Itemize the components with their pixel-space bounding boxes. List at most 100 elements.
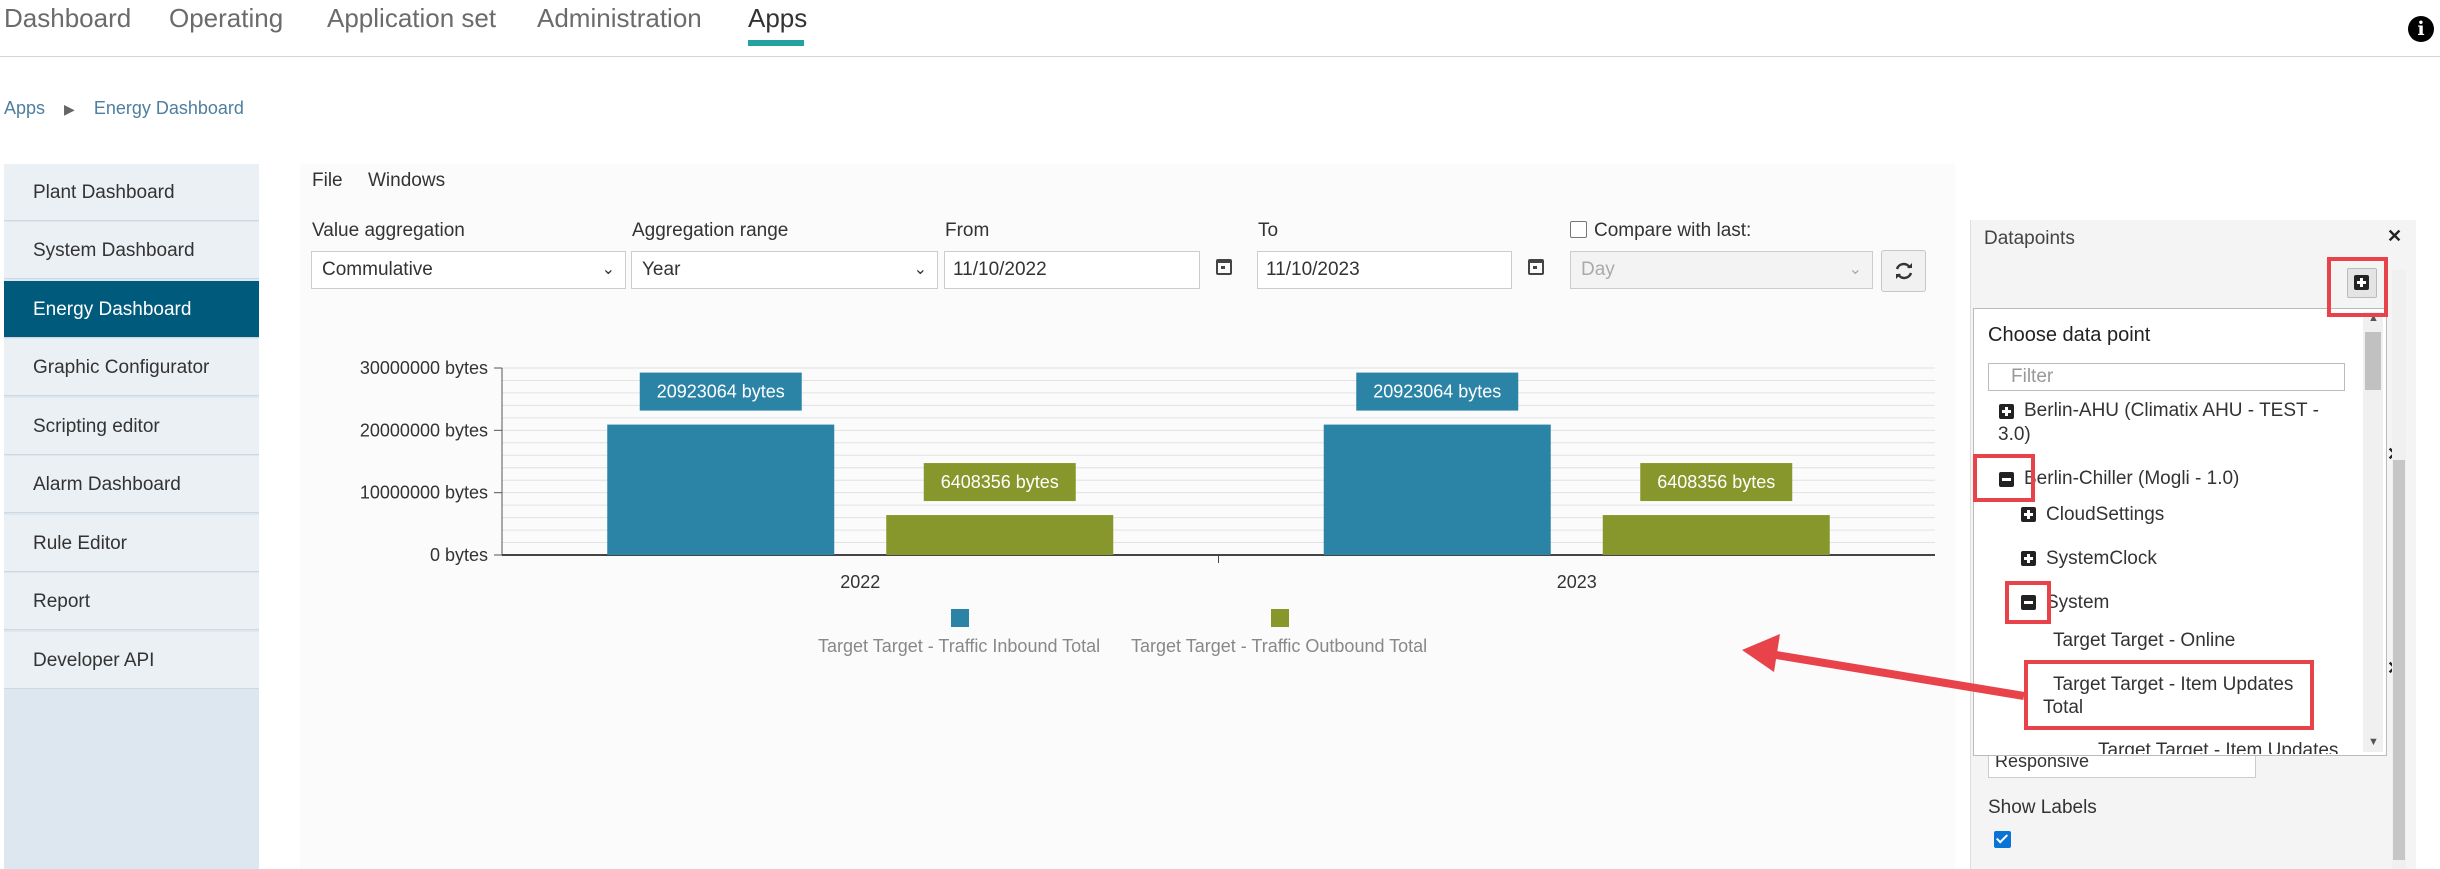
refresh-icon <box>1895 262 1913 280</box>
tab-dashboard[interactable]: Dashboard <box>4 3 132 33</box>
chevron-down-icon: ⌄ <box>1848 261 1862 278</box>
y-tick-label: 0 bytes <box>430 545 488 565</box>
sidebar-item-developer-api[interactable]: Developer API <box>4 632 259 689</box>
panel-scrollbar-thumb[interactable] <box>2393 460 2405 860</box>
sidebar-item-plant-dashboard[interactable]: Plant Dashboard <box>4 164 259 221</box>
y-tick-label: 20000000 bytes <box>360 420 488 440</box>
breadcrumb-current: Energy Dashboard <box>93 98 244 118</box>
plus-square-icon <box>2354 275 2369 290</box>
sidebar-item-alarm-dashboard[interactable]: Alarm Dashboard <box>4 456 259 513</box>
legend-swatch-inbound[interactable] <box>951 609 969 627</box>
highlight-item-updates-total <box>2024 660 2314 730</box>
y-tick-label: 30000000 bytes <box>360 358 488 378</box>
info-icon[interactable]: i <box>2408 16 2434 42</box>
value-aggregation-label: Value aggregation <box>312 220 465 241</box>
datapoints-title: Datapoints <box>1984 228 2075 249</box>
sidebar-item-system-dashboard[interactable]: System Dashboard <box>4 222 259 279</box>
value-aggregation-value: Commulative <box>322 259 433 280</box>
tab-application-set[interactable]: Application set <box>327 3 497 33</box>
y-tick-label: 10000000 bytes <box>360 483 488 503</box>
breadcrumb: Apps ▶ Energy Dashboard <box>4 98 258 119</box>
x-tick-label: 2023 <box>1557 572 1597 590</box>
x-tick-label: 2022 <box>840 572 880 590</box>
refresh-button[interactable] <box>1881 250 1926 292</box>
sidebar: Plant Dashboard System Dashboard Energy … <box>4 164 259 869</box>
energy-bar-chart: 0 bytes 10000000 bytes 20000000 bytes 30000… <box>360 358 1935 590</box>
chevron-down-icon: ⌄ <box>913 261 927 278</box>
show-labels-label: Show Labels <box>1988 797 2097 818</box>
from-label: From <box>945 220 990 241</box>
bar-inbound-2022 <box>607 424 835 555</box>
sidebar-item-report[interactable]: Report <box>4 573 259 630</box>
calendar-icon[interactable] <box>1528 259 1544 275</box>
compare-period-value: Day <box>1581 259 1615 280</box>
legend-label-outbound[interactable]: Target Target - Traffic Outbound Total <box>1131 636 1428 656</box>
chevron-down-icon: ⌄ <box>601 261 615 278</box>
value-aggregation-select[interactable]: Commulative ⌄ <box>311 251 626 289</box>
menu-windows[interactable]: Windows <box>368 170 446 191</box>
data-label-bg <box>1356 372 1519 411</box>
aggregation-range-label: Aggregation range <box>632 220 789 241</box>
highlight-collapse-berlin-chiller <box>1973 454 2035 502</box>
collapse-icon[interactable] <box>1999 472 2014 487</box>
compare-label: Compare with last: <box>1594 220 1752 241</box>
collapse-icon[interactable] <box>2021 595 2036 610</box>
tree-node-berlin-chiller[interactable]: Berlin-Chiller (Mogli - 1.0) <box>2024 468 2240 489</box>
data-label: 20923064 bytes <box>1373 382 1501 402</box>
tree-leaf-item-updates-total[interactable]: Target Target - Item Updates <box>2053 674 2294 695</box>
breadcrumb-apps[interactable]: Apps <box>4 98 46 118</box>
dropdown-scrollbar[interactable] <box>2363 312 2383 752</box>
tree-node-cloudsettings[interactable]: CloudSettings <box>2046 504 2165 525</box>
from-date-input[interactable]: 11/10/2022 <box>944 251 1200 289</box>
bar-inbound-2023 <box>1323 424 1551 555</box>
tree-leaf-item-updates-total-cont[interactable]: Total <box>2043 697 2084 718</box>
data-label: 6408356 bytes <box>941 472 1059 492</box>
highlight-add-button <box>2327 257 2388 317</box>
bar-outbound-2023 <box>1602 515 1830 555</box>
aggregation-range-value: Year <box>642 259 681 280</box>
expand-icon[interactable] <box>1999 404 2014 419</box>
tree-node-berlin-ahu[interactable]: Berlin-AHU (Climatix AHU - TEST - <box>2024 400 2319 421</box>
tab-operating[interactable]: Operating <box>169 3 284 33</box>
tree-leaf-online[interactable]: Target Target - Online <box>2053 630 2236 651</box>
close-icon[interactable]: ✕ <box>2387 226 2403 246</box>
data-label-bg <box>639 372 802 411</box>
tab-apps[interactable]: Apps <box>748 3 808 33</box>
top-navigation: Dashboard Operating Application set Admi… <box>0 0 2440 57</box>
to-label: To <box>1258 220 1279 241</box>
tree-node-systemclock[interactable]: SystemClock <box>2046 548 2157 569</box>
compare-period-select[interactable]: Day ⌄ <box>1570 251 1873 289</box>
tree-leaf-item-updates[interactable]: Target Target - Item Updates <box>2098 740 2339 754</box>
data-label-bg <box>923 463 1076 502</box>
dropdown-title: Choose data point <box>1988 324 2151 346</box>
show-labels-checkbox[interactable] <box>1994 831 2011 848</box>
datapoint-filter-input[interactable]: Filter <box>1988 363 2345 391</box>
legend-label-inbound[interactable]: Target Target - Traffic Inbound Total <box>818 636 1101 656</box>
sidebar-item-rule-editor[interactable]: Rule Editor <box>4 515 259 572</box>
data-label: 6408356 bytes <box>1657 472 1775 492</box>
sidebar-item-graphic-configurator[interactable]: Graphic Configurator <box>4 339 259 396</box>
bar-outbound-2022 <box>886 515 1114 555</box>
calendar-icon[interactable] <box>1216 259 1232 275</box>
data-label: 20923064 bytes <box>657 382 785 402</box>
data-label-bg <box>1640 463 1793 502</box>
aggregation-range-select[interactable]: Year ⌄ <box>631 251 938 289</box>
tree-node-berlin-ahu-cont[interactable]: 3.0) <box>1998 424 2031 445</box>
tree-node-system[interactable]: System <box>2046 592 2110 613</box>
breadcrumb-separator-icon: ▶ <box>64 101 75 117</box>
add-datapoint-button[interactable] <box>2347 268 2377 298</box>
sidebar-item-energy-dashboard[interactable]: Energy Dashboard <box>4 281 259 338</box>
compare-checkbox[interactable] <box>1570 221 1587 238</box>
scroll-up-icon[interactable]: ▲ <box>2368 312 2379 324</box>
sidebar-item-scripting-editor[interactable]: Scripting editor <box>4 398 259 455</box>
expand-icon[interactable] <box>2021 507 2036 522</box>
to-date-input[interactable]: 11/10/2023 <box>1257 251 1512 289</box>
menu-file[interactable]: File <box>312 170 343 191</box>
dropdown-scrollbar-thumb[interactable] <box>2365 332 2381 390</box>
expand-icon[interactable] <box>2021 551 2036 566</box>
highlight-collapse-system <box>2005 581 2051 624</box>
scroll-down-icon[interactable]: ▼ <box>2368 736 2379 748</box>
tab-administration[interactable]: Administration <box>537 3 702 33</box>
legend-swatch-outbound[interactable] <box>1271 609 1289 627</box>
active-tab-indicator <box>748 40 804 46</box>
